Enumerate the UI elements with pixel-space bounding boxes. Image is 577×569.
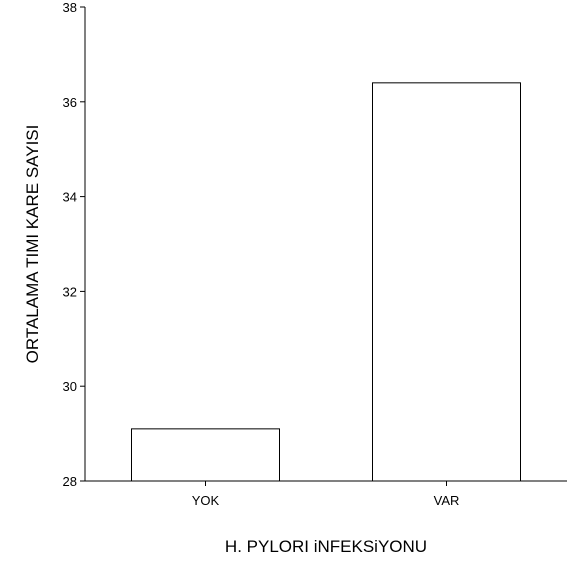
y-tick-label: 38 [63,0,77,15]
y-tick-label: 30 [63,379,77,394]
y-tick-label: 32 [63,284,77,299]
x-tick-label: VAR [434,493,460,508]
x-axis-ticks: YOK VAR [192,481,460,508]
y-axis-title: ORTALAMA TIMI KARE SAYISI [23,125,42,364]
bar-yok [131,428,280,482]
y-tick-label: 28 [63,474,77,489]
y-tick-label: 36 [63,95,77,110]
bars [131,82,521,482]
y-axis-ticks: 28 30 32 34 36 38 [63,0,85,489]
x-tick-label: YOK [192,493,220,508]
y-tick-label: 34 [63,190,77,205]
x-axis-title: H. PYLORI iNFEKSiYONU [225,537,427,556]
bar-var [372,82,521,482]
